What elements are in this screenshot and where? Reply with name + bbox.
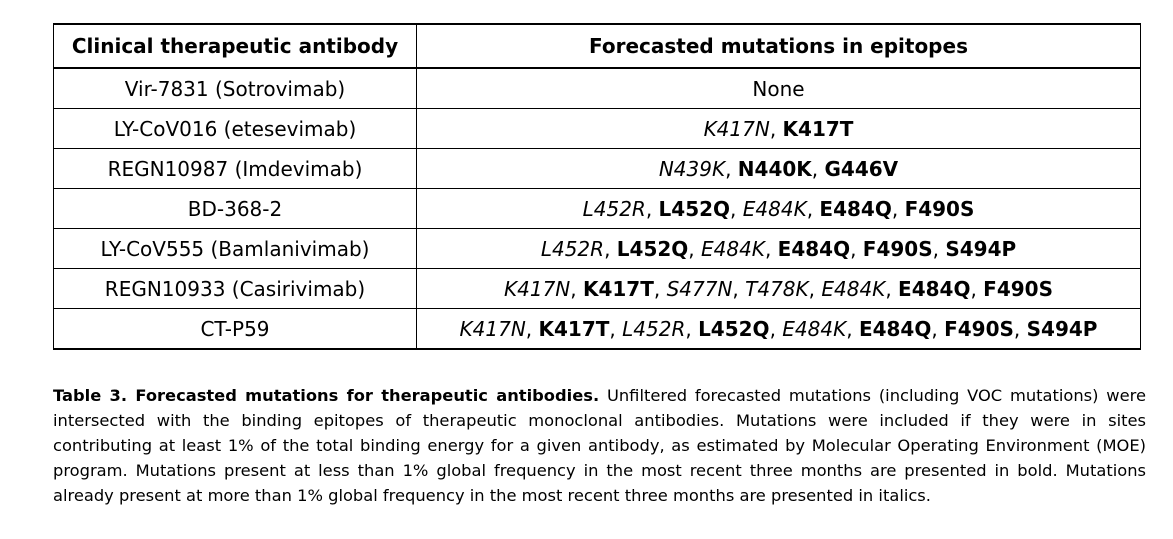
header-mutations: Forecasted mutations in epitopes (416, 23, 1141, 69)
table-row: LY-CoV555 (Bamlanivimab) L452R, L452Q, E4… (53, 228, 1141, 269)
caption-label: Table 3. Forecasted mutations for therap… (53, 386, 600, 405)
mutation-item: N440K (737, 156, 812, 181)
mutation-item: K417N (504, 276, 571, 301)
table-row: REGN10987 (Imdevimab) N439K, N440K, G446V (53, 148, 1141, 189)
antibody-cell: BD-368-2 (53, 188, 417, 229)
mutation-item: N439K (658, 156, 726, 181)
mutation-item: E484K (821, 276, 886, 301)
table-caption: Table 3. Forecasted mutations for therap… (53, 383, 1146, 508)
mutation-item: K417T (538, 316, 610, 341)
mutation-item: F490S (983, 276, 1053, 301)
mutations-cell: N439K, N440K, G446V (416, 148, 1141, 189)
mutation-item: F490S (862, 236, 933, 261)
mutation-item: E484Q (819, 196, 892, 221)
mutation-item: F490S (944, 316, 1014, 341)
mutations-cell: L452R, L452Q, E484K, E484Q, F490S (416, 188, 1141, 229)
mutation-item: L452Q (616, 236, 689, 261)
mutations-cell: K417N, K417T, L452R, L452Q, E484K, E484Q… (416, 308, 1141, 350)
mutation-table-container: Clinical therapeutic antibody Forecasted… (53, 23, 1141, 350)
table-header-row: Clinical therapeutic antibody Forecasted… (53, 23, 1141, 69)
mutation-item: L452Q (698, 316, 770, 341)
antibody-cell: LY-CoV555 (Bamlanivimab) (53, 228, 417, 269)
mutation-item: S494P (1026, 316, 1098, 341)
mutation-item: E484Q (777, 236, 851, 261)
table-row: Vir-7831 (Sotrovimab) None (53, 67, 1141, 109)
mutation-item: E484K (742, 196, 807, 221)
antibody-cell: CT-P59 (53, 308, 417, 350)
mutation-item: None (752, 76, 805, 101)
table-row: CT-P59 K417N, K417T, L452R, L452Q, E484K,… (53, 308, 1141, 350)
antibody-cell: REGN10933 (Casirivimab) (53, 268, 417, 309)
header-antibody: Clinical therapeutic antibody (53, 23, 417, 69)
mutation-item: E484Q (858, 316, 932, 341)
mutations-cell: K417N, K417T, S477N, T478K, E484K, E484Q… (416, 268, 1141, 309)
mutation-item: T478K (745, 276, 809, 301)
antibody-cell: Vir-7831 (Sotrovimab) (53, 67, 417, 109)
mutation-item: L452Q (658, 196, 731, 221)
mutation-item: F490S (904, 196, 975, 221)
mutation-item: K417T (582, 276, 654, 301)
mutations-cell: None (416, 67, 1141, 109)
table-row: REGN10933 (Casirivimab) K417N, K417T, S47… (53, 268, 1141, 309)
mutation-item: K417N (703, 116, 770, 141)
forecasted-mutations-table: Clinical therapeutic antibody Forecasted… (53, 23, 1141, 350)
mutation-item: L452R (622, 316, 686, 341)
mutation-item: E484K (701, 236, 765, 261)
mutation-item: S477N (666, 276, 733, 301)
mutation-item: S494P (945, 236, 1017, 261)
mutation-item: K417N (459, 316, 526, 341)
antibody-cell: REGN10987 (Imdevimab) (53, 148, 417, 189)
mutations-cell: L452R, L452Q, E484K, E484Q, F490S, S494P (416, 228, 1141, 269)
table-body: Vir-7831 (Sotrovimab) None LY-CoV016 (etes… (53, 67, 1141, 350)
mutation-item: L452R (582, 196, 646, 221)
mutation-item: G446V (824, 156, 899, 181)
mutation-item: E484Q (898, 276, 971, 301)
antibody-cell: LY-CoV016 (etesevimab) (53, 108, 417, 149)
mutation-item: L452R (540, 236, 605, 261)
mutation-item: E484K (782, 316, 847, 341)
table-row: LY-CoV016 (etesevimab) K417N, K417T (53, 108, 1141, 149)
table-row: BD-368-2 L452R, L452Q, E484K, E484Q, F490… (53, 188, 1141, 229)
mutations-cell: K417N, K417T (416, 108, 1141, 149)
caption-text: Unfiltered forecasted mutations (includi… (53, 386, 1146, 505)
mutation-item: K417T (782, 116, 854, 141)
